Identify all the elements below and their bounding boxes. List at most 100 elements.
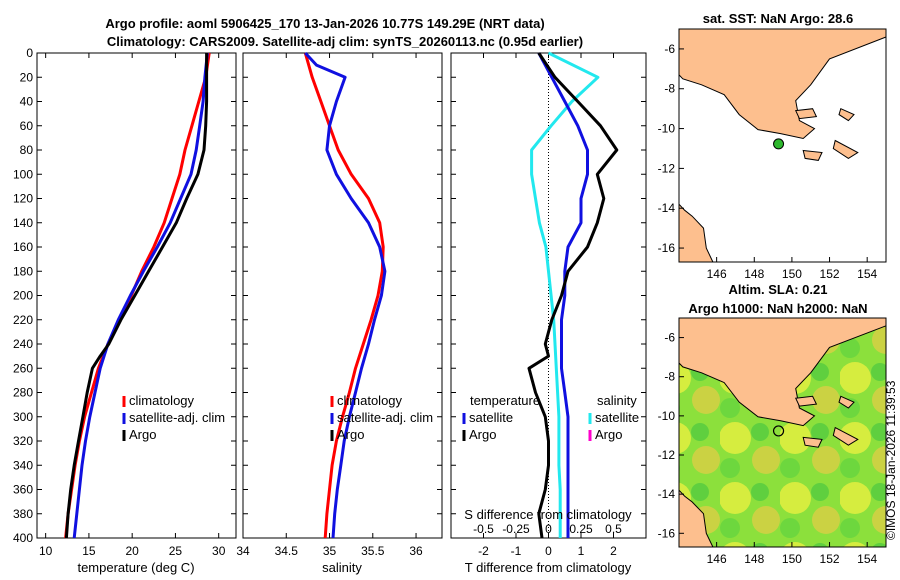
x-tick-label: 10 — [39, 544, 53, 558]
s-diff-tick-label: 0.25 — [569, 522, 593, 536]
legend-temperature-title: temperature — [470, 393, 540, 408]
legend-clim-label: climatology — [337, 393, 403, 408]
sst-map: 146 148 150 152 154 -6 -8 -10 -12 -14 -16 — [658, 28, 887, 281]
legend-salinity-title: salinity — [597, 393, 637, 408]
s-diff-xlabel: S difference from climatology — [464, 507, 632, 522]
plot-frame — [242, 52, 443, 539]
y-tick-label: 160 — [13, 240, 33, 254]
x-tick-label: -2 — [478, 544, 489, 558]
y-tick-label: 360 — [13, 483, 33, 497]
sat-sal-line — [304, 51, 387, 539]
y-tick-label: 380 — [13, 507, 33, 521]
map-x-tick-label: 150 — [782, 267, 802, 281]
temperature-xlabel: temperature (deg C) — [77, 560, 194, 575]
map-border — [678, 28, 887, 263]
legend-sat-label: satellite-adj. clim — [129, 410, 225, 425]
y-tick-label: 260 — [13, 361, 33, 375]
map-y-tick-label: -12 — [658, 448, 676, 462]
legend-clim-label: climatology — [129, 393, 195, 408]
map-y-tick-label: -10 — [658, 409, 676, 423]
land-isl1 — [794, 108, 818, 120]
y-tick-label: 200 — [13, 289, 33, 303]
land-isl4 — [838, 395, 855, 409]
t-diff-xlabel: T difference from climatology — [465, 560, 632, 575]
s-diff-tick-label: -0.5 — [473, 522, 494, 536]
map-x-tick-label: 148 — [744, 552, 764, 566]
map2-title-line2: Argo h1000: NaN h2000: NaN — [688, 301, 867, 316]
legend-s-argo-label: Argo — [595, 427, 622, 442]
map-y-tick-label: -12 — [658, 161, 676, 175]
land-isl2 — [832, 426, 859, 446]
y-tick-label: 120 — [13, 192, 33, 206]
y-tick-label: 320 — [13, 434, 33, 448]
land-png — [678, 317, 887, 427]
x-tick-label: 1 — [578, 544, 585, 558]
s-diff-tick-label: 0.5 — [605, 522, 622, 536]
x-tick-label: 34 — [236, 544, 250, 558]
x-tick-label: 35 — [323, 544, 337, 558]
map-x-tick-label: 146 — [707, 267, 727, 281]
difference-panel: -2 -1 0 1 2 -0.5 -0.25 0 0.25 0.5S difference fro… — [450, 51, 647, 575]
map-y-tick-label: -6 — [664, 331, 675, 345]
map2-title-line1: Altim. SLA: 0.21 — [729, 282, 828, 297]
x-tick-label: 15 — [82, 544, 96, 558]
sal-sat-diff-line — [530, 51, 600, 538]
y-tick-label: 40 — [20, 95, 34, 109]
x-tick-label: 35.5 — [361, 544, 385, 558]
y-tick-label: 140 — [13, 216, 33, 230]
map-y-tick-label: -8 — [664, 370, 675, 384]
land-isl3 — [802, 149, 823, 161]
float-position-marker — [772, 425, 785, 437]
legend-argo-label: Argo — [337, 427, 364, 442]
imos-watermark: ©IMOS 18-Jan-2026 11:39:53 — [884, 380, 898, 540]
y-tick-label: 300 — [13, 410, 33, 424]
map-x-tick-label: 152 — [820, 267, 840, 281]
y-tick-label: 340 — [13, 458, 33, 472]
map-x-tick-label: 152 — [820, 552, 840, 566]
title-line2: Climatology: CARS2009. Satellite-adj cli… — [107, 34, 583, 49]
legend-s-sat-label: satellite — [595, 410, 639, 425]
y-tick-label: 400 — [13, 531, 33, 545]
map-border — [678, 317, 887, 548]
x-tick-label: 34.5 — [275, 544, 299, 558]
y-tick-label: 20 — [20, 70, 34, 84]
y-tick-label: 180 — [13, 264, 33, 278]
x-tick-label: 20 — [125, 544, 139, 558]
map-x-tick-label: 154 — [857, 267, 877, 281]
x-tick-label: 30 — [212, 544, 226, 558]
y-tick-label: 220 — [13, 313, 33, 327]
y-tick-label: 280 — [13, 386, 33, 400]
map-y-tick-label: -16 — [658, 241, 676, 255]
map-x-tick-label: 150 — [782, 552, 802, 566]
legend-t-sat-label: satellite — [469, 410, 513, 425]
legend-argo-label: Argo — [129, 427, 156, 442]
x-tick-label: 36 — [409, 544, 423, 558]
map-y-tick-label: -16 — [658, 526, 676, 540]
x-tick-label: 0 — [545, 544, 552, 558]
y-tick-label: 60 — [20, 119, 34, 133]
x-tick-label: -1 — [511, 544, 522, 558]
x-tick-label: 2 — [610, 544, 617, 558]
map-y-tick-label: -14 — [658, 487, 676, 501]
legend-t-argo-label: Argo — [469, 427, 496, 442]
map1-title: sat. SST: NaN Argo: 28.6 — [703, 11, 854, 26]
salinity-panel: 34 34.5 35 35.5 36 salinity climatology satelli… — [236, 51, 443, 575]
title-line1: Argo profile: aoml 5906425_170 13-Jan-20… — [105, 16, 544, 31]
map-y-tick-label: -10 — [658, 122, 676, 136]
map-x-tick-label: 154 — [857, 552, 877, 566]
s-diff-tick-label: 0 — [545, 522, 552, 536]
salinity-xlabel: salinity — [322, 560, 362, 575]
x-tick-label: 25 — [169, 544, 183, 558]
map-y-tick-label: -6 — [664, 42, 675, 56]
sat-temp-line — [72, 52, 209, 539]
y-tick-label: 80 — [20, 143, 34, 157]
y-tick-label: 240 — [13, 337, 33, 351]
temperature-panel: 10 15 20 25 30020406080100120140160180200220… — [13, 46, 237, 575]
y-tick-label: 0 — [26, 46, 33, 60]
land-isl3 — [802, 436, 823, 448]
map-y-tick-label: -8 — [664, 82, 675, 96]
land-isl1 — [794, 395, 818, 407]
map-y-tick-label: -14 — [658, 201, 676, 215]
map-x-tick-label: 146 — [707, 552, 727, 566]
